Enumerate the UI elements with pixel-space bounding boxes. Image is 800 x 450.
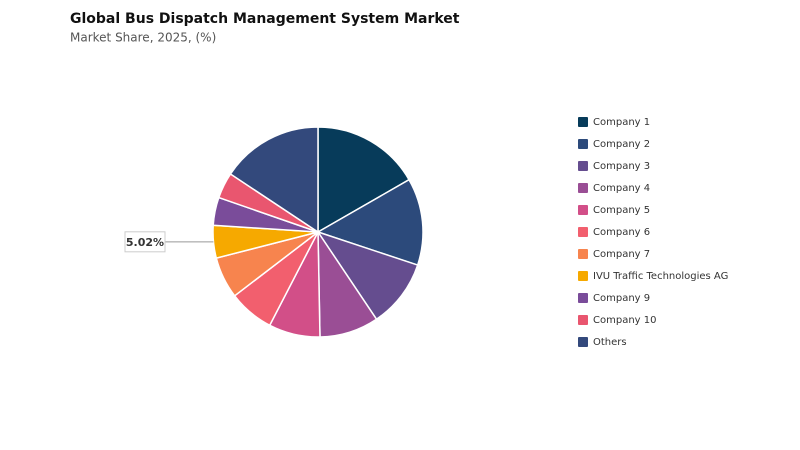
chart-subtitle: Market Share, 2025, (%) [70, 31, 216, 45]
pie-slice [317, 126, 411, 234]
chart-title: Global Bus Dispatch Management System Ma… [70, 11, 460, 27]
pie-slice [316, 230, 419, 321]
legend-swatch [578, 205, 588, 215]
legend-swatch [578, 139, 588, 149]
pie-slice [229, 126, 319, 234]
legend-label: Company 4 [593, 183, 650, 194]
legend-swatch [578, 117, 588, 127]
label-box [124, 231, 166, 253]
legend-swatch [578, 293, 588, 303]
pie-slice [316, 178, 424, 267]
legend-label: Company 1 [593, 117, 650, 128]
legend-swatch [578, 183, 588, 193]
data-label: 5.02% [126, 236, 164, 249]
legend-label: Company 9 [593, 293, 650, 304]
legend-swatch [578, 249, 588, 259]
legend-label: Company 2 [593, 139, 650, 150]
legend-swatch [578, 227, 588, 237]
legend-label: Company 10 [593, 315, 656, 326]
legend-swatch [578, 161, 588, 171]
legend-label: IVU Traffic Technologies AG [593, 271, 728, 282]
legend-label: Company 7 [593, 249, 650, 260]
legend-label: Company 3 [593, 161, 650, 172]
legend-label: Company 6 [593, 227, 650, 238]
legend-label: Company 5 [593, 205, 650, 216]
legend-swatch [578, 337, 588, 347]
legend-label: Others [593, 337, 627, 348]
legend-swatch [578, 271, 588, 281]
legend-swatch [578, 315, 588, 325]
